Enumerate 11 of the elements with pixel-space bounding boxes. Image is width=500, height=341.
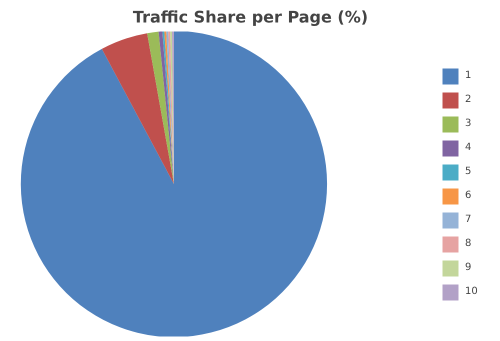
legend-label: 5	[465, 166, 472, 177]
chart-title: Traffic Share per Page (%)	[132, 8, 368, 26]
legend-label: 4	[465, 142, 472, 153]
legend-label: 1	[465, 70, 472, 81]
legend-label: 3	[465, 118, 472, 129]
legend-label: 6	[465, 190, 472, 201]
legend-label: 9	[465, 262, 472, 273]
legend-label: 2	[465, 94, 472, 105]
legend-label: 10	[465, 286, 479, 297]
legend-label: 8	[465, 238, 472, 249]
legend-label: 7	[465, 214, 472, 225]
